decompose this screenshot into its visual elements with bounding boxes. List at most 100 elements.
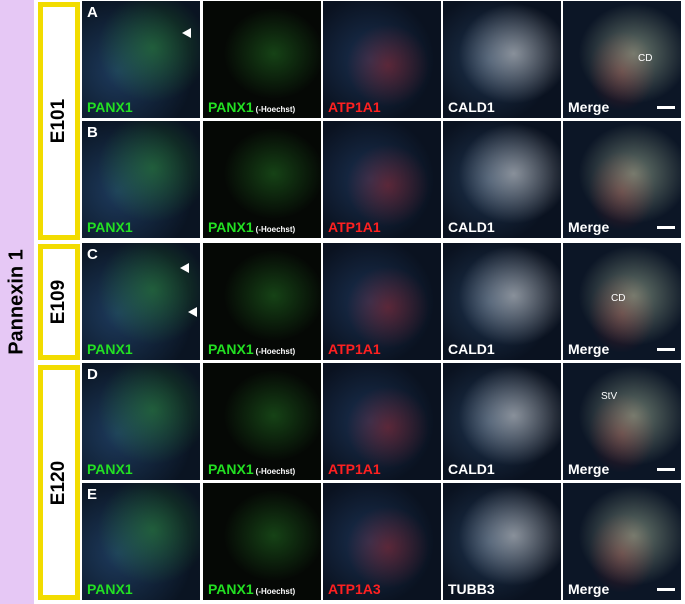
marker-note: (-Hoechst) xyxy=(255,105,296,114)
group-label: E109 xyxy=(48,279,69,325)
marker-label: CALD1 xyxy=(448,99,495,115)
image-panel: ATP1A1 xyxy=(323,121,441,238)
marker-name: PANX1 xyxy=(87,99,133,115)
marker-note: (-Hoechst) xyxy=(255,587,296,596)
marker-label: PANX1 (-Hoechst) xyxy=(208,99,295,115)
marker-label: CALD1 xyxy=(448,461,495,477)
panel-letter: B xyxy=(87,124,98,141)
marker-label: CALD1 xyxy=(448,219,495,235)
image-panel: ATP1A1 xyxy=(323,243,441,360)
marker-label: PANX1 xyxy=(87,341,133,357)
image-panel: ATP1A1 xyxy=(323,363,441,480)
marker-name: ATP1A1 xyxy=(328,99,381,115)
marker-note: (-Hoechst) xyxy=(255,347,296,356)
marker-name: PANX1 xyxy=(208,341,254,357)
marker-name: ATP1A1 xyxy=(328,219,381,235)
image-panel: TUBB3 xyxy=(443,483,561,600)
image-panel: ATP1A3 xyxy=(323,483,441,600)
marker-label: Merge xyxy=(568,581,609,597)
group-label: E101 xyxy=(48,98,69,144)
group-box: E101 xyxy=(38,2,80,240)
marker-label: PANX1 (-Hoechst) xyxy=(208,219,295,235)
image-panel: Merge StV xyxy=(563,363,681,480)
scale-bar xyxy=(657,226,675,229)
marker-label: PANX1 xyxy=(87,461,133,477)
group-label: E120 xyxy=(48,460,69,505)
panel-letter: C xyxy=(87,246,98,263)
marker-name: PANX1 xyxy=(208,461,254,477)
marker-label: PANX1 (-Hoechst) xyxy=(208,461,295,477)
marker-name: TUBB3 xyxy=(448,581,495,597)
image-panel: PANX1 (-Hoechst) xyxy=(203,363,321,480)
side-label: Pannexin 1 xyxy=(5,249,28,355)
marker-label: ATP1A1 xyxy=(328,219,381,235)
marker-note: (-Hoechst) xyxy=(255,467,296,476)
marker-name: Merge xyxy=(568,99,610,115)
marker-label: Merge xyxy=(568,99,609,115)
image-panel: A PANX1 xyxy=(82,1,200,118)
marker-label: PANX1 xyxy=(87,99,133,115)
image-panel: D PANX1 xyxy=(82,363,200,480)
panel-letter: D xyxy=(87,366,98,383)
image-panel: CALD1 xyxy=(443,1,561,118)
image-panel: Merge CD xyxy=(563,243,681,360)
image-panel: C PANX1 xyxy=(82,243,200,360)
marker-name: Merge xyxy=(568,219,610,235)
marker-label: ATP1A1 xyxy=(328,99,381,115)
marker-label: CALD1 xyxy=(448,341,495,357)
marker-note: (-Hoechst) xyxy=(255,225,296,234)
marker-label: ATP1A3 xyxy=(328,581,381,597)
image-panel: PANX1 (-Hoechst) xyxy=(203,483,321,600)
image-panel: Merge xyxy=(563,483,681,600)
image-panel: PANX1 (-Hoechst) xyxy=(203,1,321,118)
marker-label: ATP1A1 xyxy=(328,461,381,477)
marker-name: CALD1 xyxy=(448,219,495,235)
marker-label: PANX1 (-Hoechst) xyxy=(208,581,295,597)
scale-bar xyxy=(657,106,675,109)
scale-bar xyxy=(657,588,675,591)
arrowhead xyxy=(188,307,197,317)
marker-name: PANX1 xyxy=(208,99,254,115)
marker-label: TUBB3 xyxy=(448,581,495,597)
group-box: E109 xyxy=(38,244,80,360)
marker-label: Merge xyxy=(568,219,609,235)
marker-name: PANX1 xyxy=(208,219,254,235)
marker-label: Merge xyxy=(568,461,609,477)
marker-name: Merge xyxy=(568,341,610,357)
annotation: CD xyxy=(638,53,653,64)
group-box: E120 xyxy=(38,365,80,600)
marker-name: PANX1 xyxy=(87,341,133,357)
image-panel: CALD1 xyxy=(443,363,561,480)
image-panel: Merge xyxy=(563,121,681,238)
marker-label: PANX1 xyxy=(87,219,133,235)
side-band: Pannexin 1 xyxy=(0,0,34,604)
marker-label: PANX1 (-Hoechst) xyxy=(208,341,295,357)
marker-label: PANX1 xyxy=(87,581,133,597)
marker-label: Merge xyxy=(568,341,609,357)
marker-name: Merge xyxy=(568,461,610,477)
image-panel: ATP1A1 xyxy=(323,1,441,118)
marker-label: ATP1A1 xyxy=(328,341,381,357)
arrowhead xyxy=(182,28,191,38)
panel-letter: E xyxy=(87,486,98,503)
marker-name: PANX1 xyxy=(208,581,254,597)
marker-name: ATP1A1 xyxy=(328,341,381,357)
annotation: StV xyxy=(601,391,618,402)
image-panel: CALD1 xyxy=(443,121,561,238)
marker-name: CALD1 xyxy=(448,461,495,477)
image-panel: CALD1 xyxy=(443,243,561,360)
marker-name: PANX1 xyxy=(87,581,133,597)
marker-name: CALD1 xyxy=(448,99,495,115)
marker-name: PANX1 xyxy=(87,461,133,477)
marker-name: PANX1 xyxy=(87,219,133,235)
annotation: CD xyxy=(611,293,626,304)
marker-name: ATP1A3 xyxy=(328,581,381,597)
marker-name: Merge xyxy=(568,581,610,597)
panel-letter: A xyxy=(87,4,98,21)
image-panel: E PANX1 xyxy=(82,483,200,600)
marker-name: ATP1A1 xyxy=(328,461,381,477)
scale-bar xyxy=(657,348,675,351)
image-panel: PANX1 (-Hoechst) xyxy=(203,121,321,238)
arrowhead xyxy=(180,263,189,273)
